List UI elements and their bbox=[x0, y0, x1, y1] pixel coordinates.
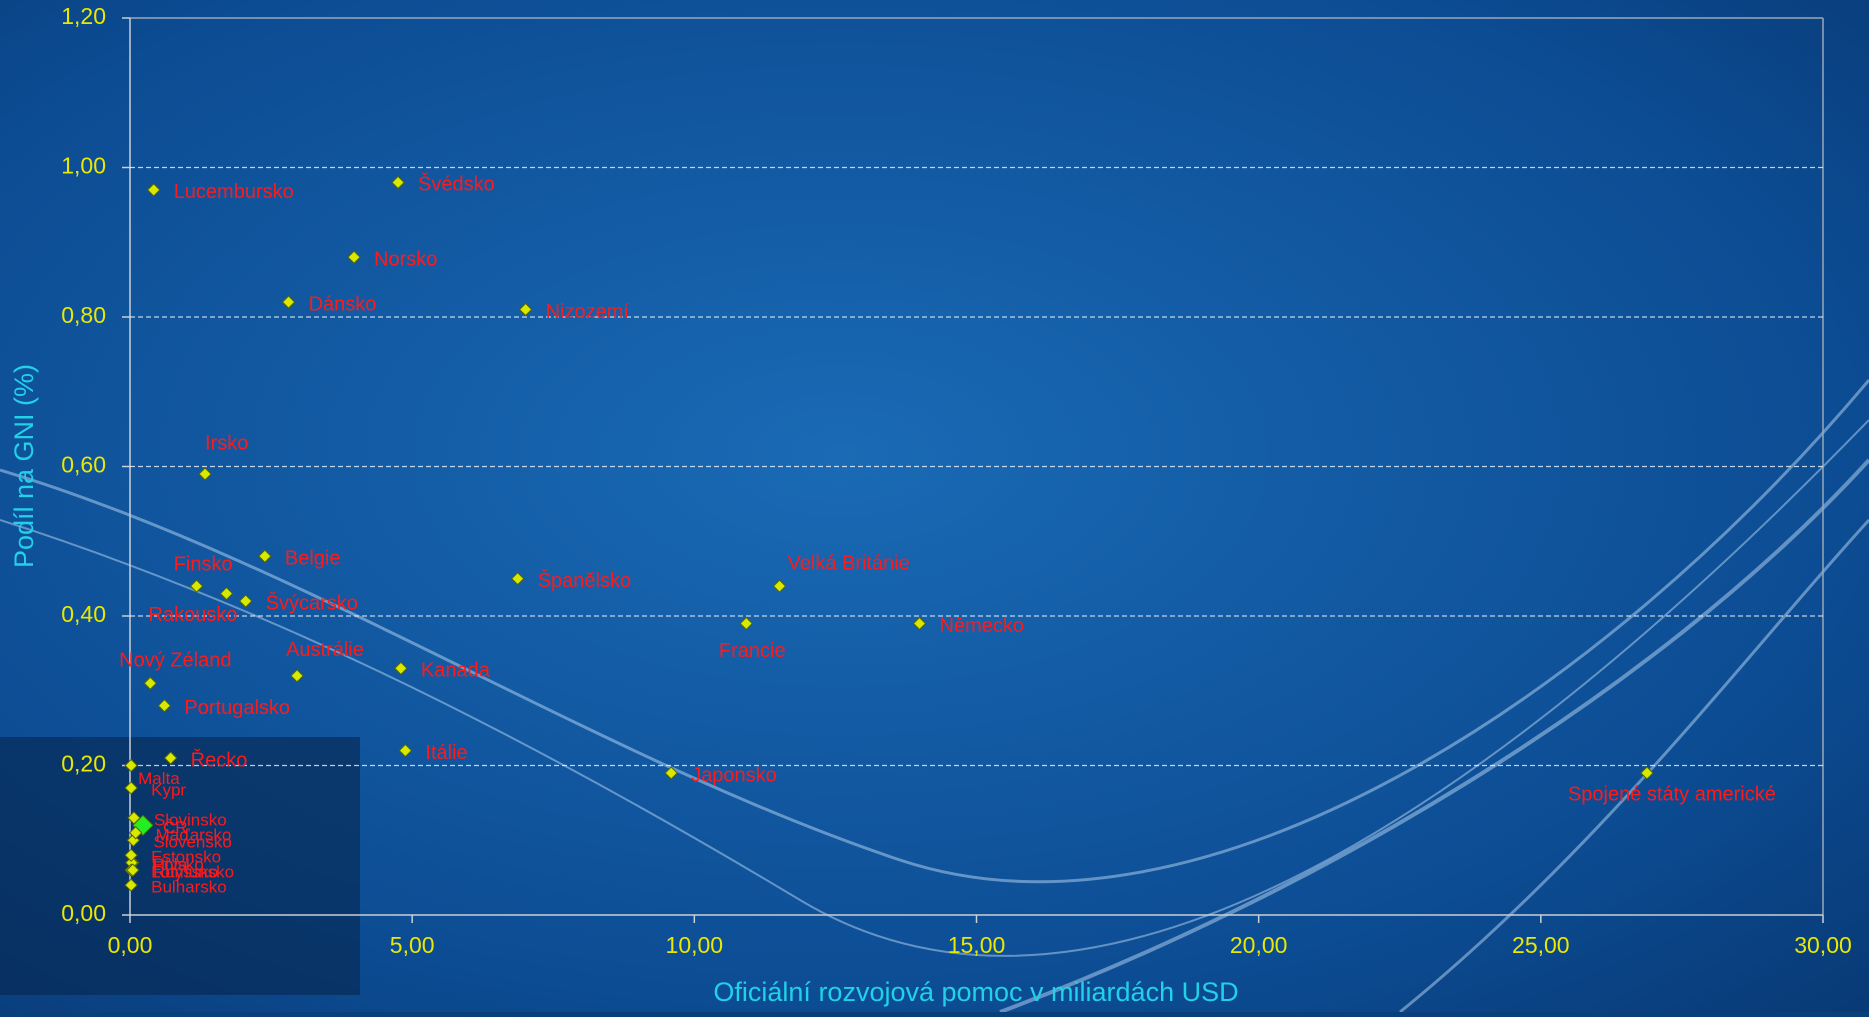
point-label: Estonsko bbox=[151, 848, 221, 867]
point-label: Belgie bbox=[285, 547, 341, 569]
corner-shade bbox=[0, 737, 360, 995]
point bbox=[1640, 766, 1654, 780]
point-label: Nový Zéland bbox=[119, 650, 231, 672]
point-label: Norsko bbox=[374, 248, 437, 270]
x-tick-label: 0,00 bbox=[108, 932, 153, 958]
y-tick-label: 0,40 bbox=[61, 601, 106, 627]
point bbox=[128, 826, 143, 840]
point bbox=[258, 549, 272, 563]
point bbox=[398, 743, 413, 758]
y-tick-label: 0,20 bbox=[61, 751, 106, 777]
point bbox=[281, 295, 296, 309]
point-label: Litva bbox=[152, 855, 188, 874]
plot-area: 0,00 0,20 0,40 0,60 0,80 1,00 1,20 0,00 5,00 10,0… bbox=[61, 3, 1852, 958]
point-label: Lotyšsko bbox=[151, 863, 218, 882]
point-label: Lucembursko bbox=[174, 181, 294, 203]
point bbox=[391, 175, 405, 190]
point bbox=[238, 594, 253, 608]
x-tick-label: 25,00 bbox=[1512, 932, 1570, 958]
point bbox=[394, 661, 408, 676]
point bbox=[912, 616, 927, 631]
point bbox=[143, 676, 158, 690]
point-label: Velká Británie bbox=[788, 552, 910, 574]
point bbox=[163, 751, 178, 765]
y-axis-title: Podíl na GNI (%) bbox=[9, 364, 39, 568]
point-label: Spojené státy americké bbox=[1568, 783, 1776, 805]
point-label: Dánsko bbox=[309, 293, 377, 315]
y-tick-label: 1,00 bbox=[61, 153, 106, 179]
point-label: Slovinsko bbox=[154, 810, 227, 829]
point-label: Rumunsko bbox=[153, 863, 234, 882]
x-tick-label: 20,00 bbox=[1230, 932, 1288, 958]
point bbox=[126, 863, 140, 877]
point bbox=[664, 766, 678, 780]
point-label: Irsko bbox=[205, 432, 248, 454]
point-label: Maďarsko bbox=[156, 825, 232, 844]
y-tick-label: 0,00 bbox=[61, 900, 106, 926]
point-label: Malta bbox=[138, 769, 180, 788]
point bbox=[157, 698, 172, 713]
point bbox=[510, 571, 525, 586]
y-tick-label: 0,80 bbox=[61, 302, 106, 328]
point bbox=[290, 669, 304, 683]
point-label: Kypr bbox=[151, 780, 186, 799]
point-label: ČR bbox=[163, 818, 188, 837]
point-label: Nizozemí bbox=[546, 301, 630, 323]
point-label: Slovensko bbox=[153, 833, 231, 852]
point bbox=[124, 781, 138, 795]
point-label: Finsko bbox=[174, 553, 233, 575]
point-label: Rakousko bbox=[149, 604, 238, 626]
point bbox=[124, 848, 138, 862]
point-label: Austrálie bbox=[286, 639, 364, 661]
point-label: Francie bbox=[719, 640, 786, 662]
x-tick-label: 15,00 bbox=[948, 932, 1006, 958]
point-label: Švýcarsko bbox=[266, 591, 358, 614]
x-tick-label: 30,00 bbox=[1794, 932, 1852, 958]
point bbox=[518, 302, 533, 317]
x-tick-label: 10,00 bbox=[666, 932, 724, 958]
point bbox=[347, 250, 361, 264]
point bbox=[198, 467, 212, 481]
x-tick-label: 5,00 bbox=[390, 932, 435, 958]
point bbox=[146, 183, 161, 197]
point bbox=[124, 758, 138, 773]
point-label: Švédsko bbox=[418, 173, 495, 196]
point bbox=[189, 579, 204, 593]
point bbox=[219, 586, 234, 601]
y-tick-label: 1,20 bbox=[61, 3, 106, 29]
decor-curves bbox=[0, 379, 1869, 1014]
point bbox=[124, 878, 138, 892]
point-label: Portugalsko bbox=[184, 697, 290, 719]
y-tick-label: 0,60 bbox=[61, 452, 106, 478]
point-label: Bulharsko bbox=[151, 878, 227, 897]
point bbox=[772, 579, 787, 593]
point-label: Kanada bbox=[421, 660, 491, 682]
point-label: Japonsko bbox=[691, 764, 777, 786]
point-label: Itálie bbox=[425, 742, 467, 764]
point-label: Německo bbox=[940, 615, 1024, 637]
x-axis-title: Oficiální rozvojová pomoc v miliardách U… bbox=[713, 977, 1238, 1007]
point-label: Španělsko bbox=[538, 569, 631, 592]
point-label: Řecko bbox=[191, 748, 248, 771]
point bbox=[739, 616, 753, 631]
point-label: Polsko bbox=[153, 855, 204, 874]
